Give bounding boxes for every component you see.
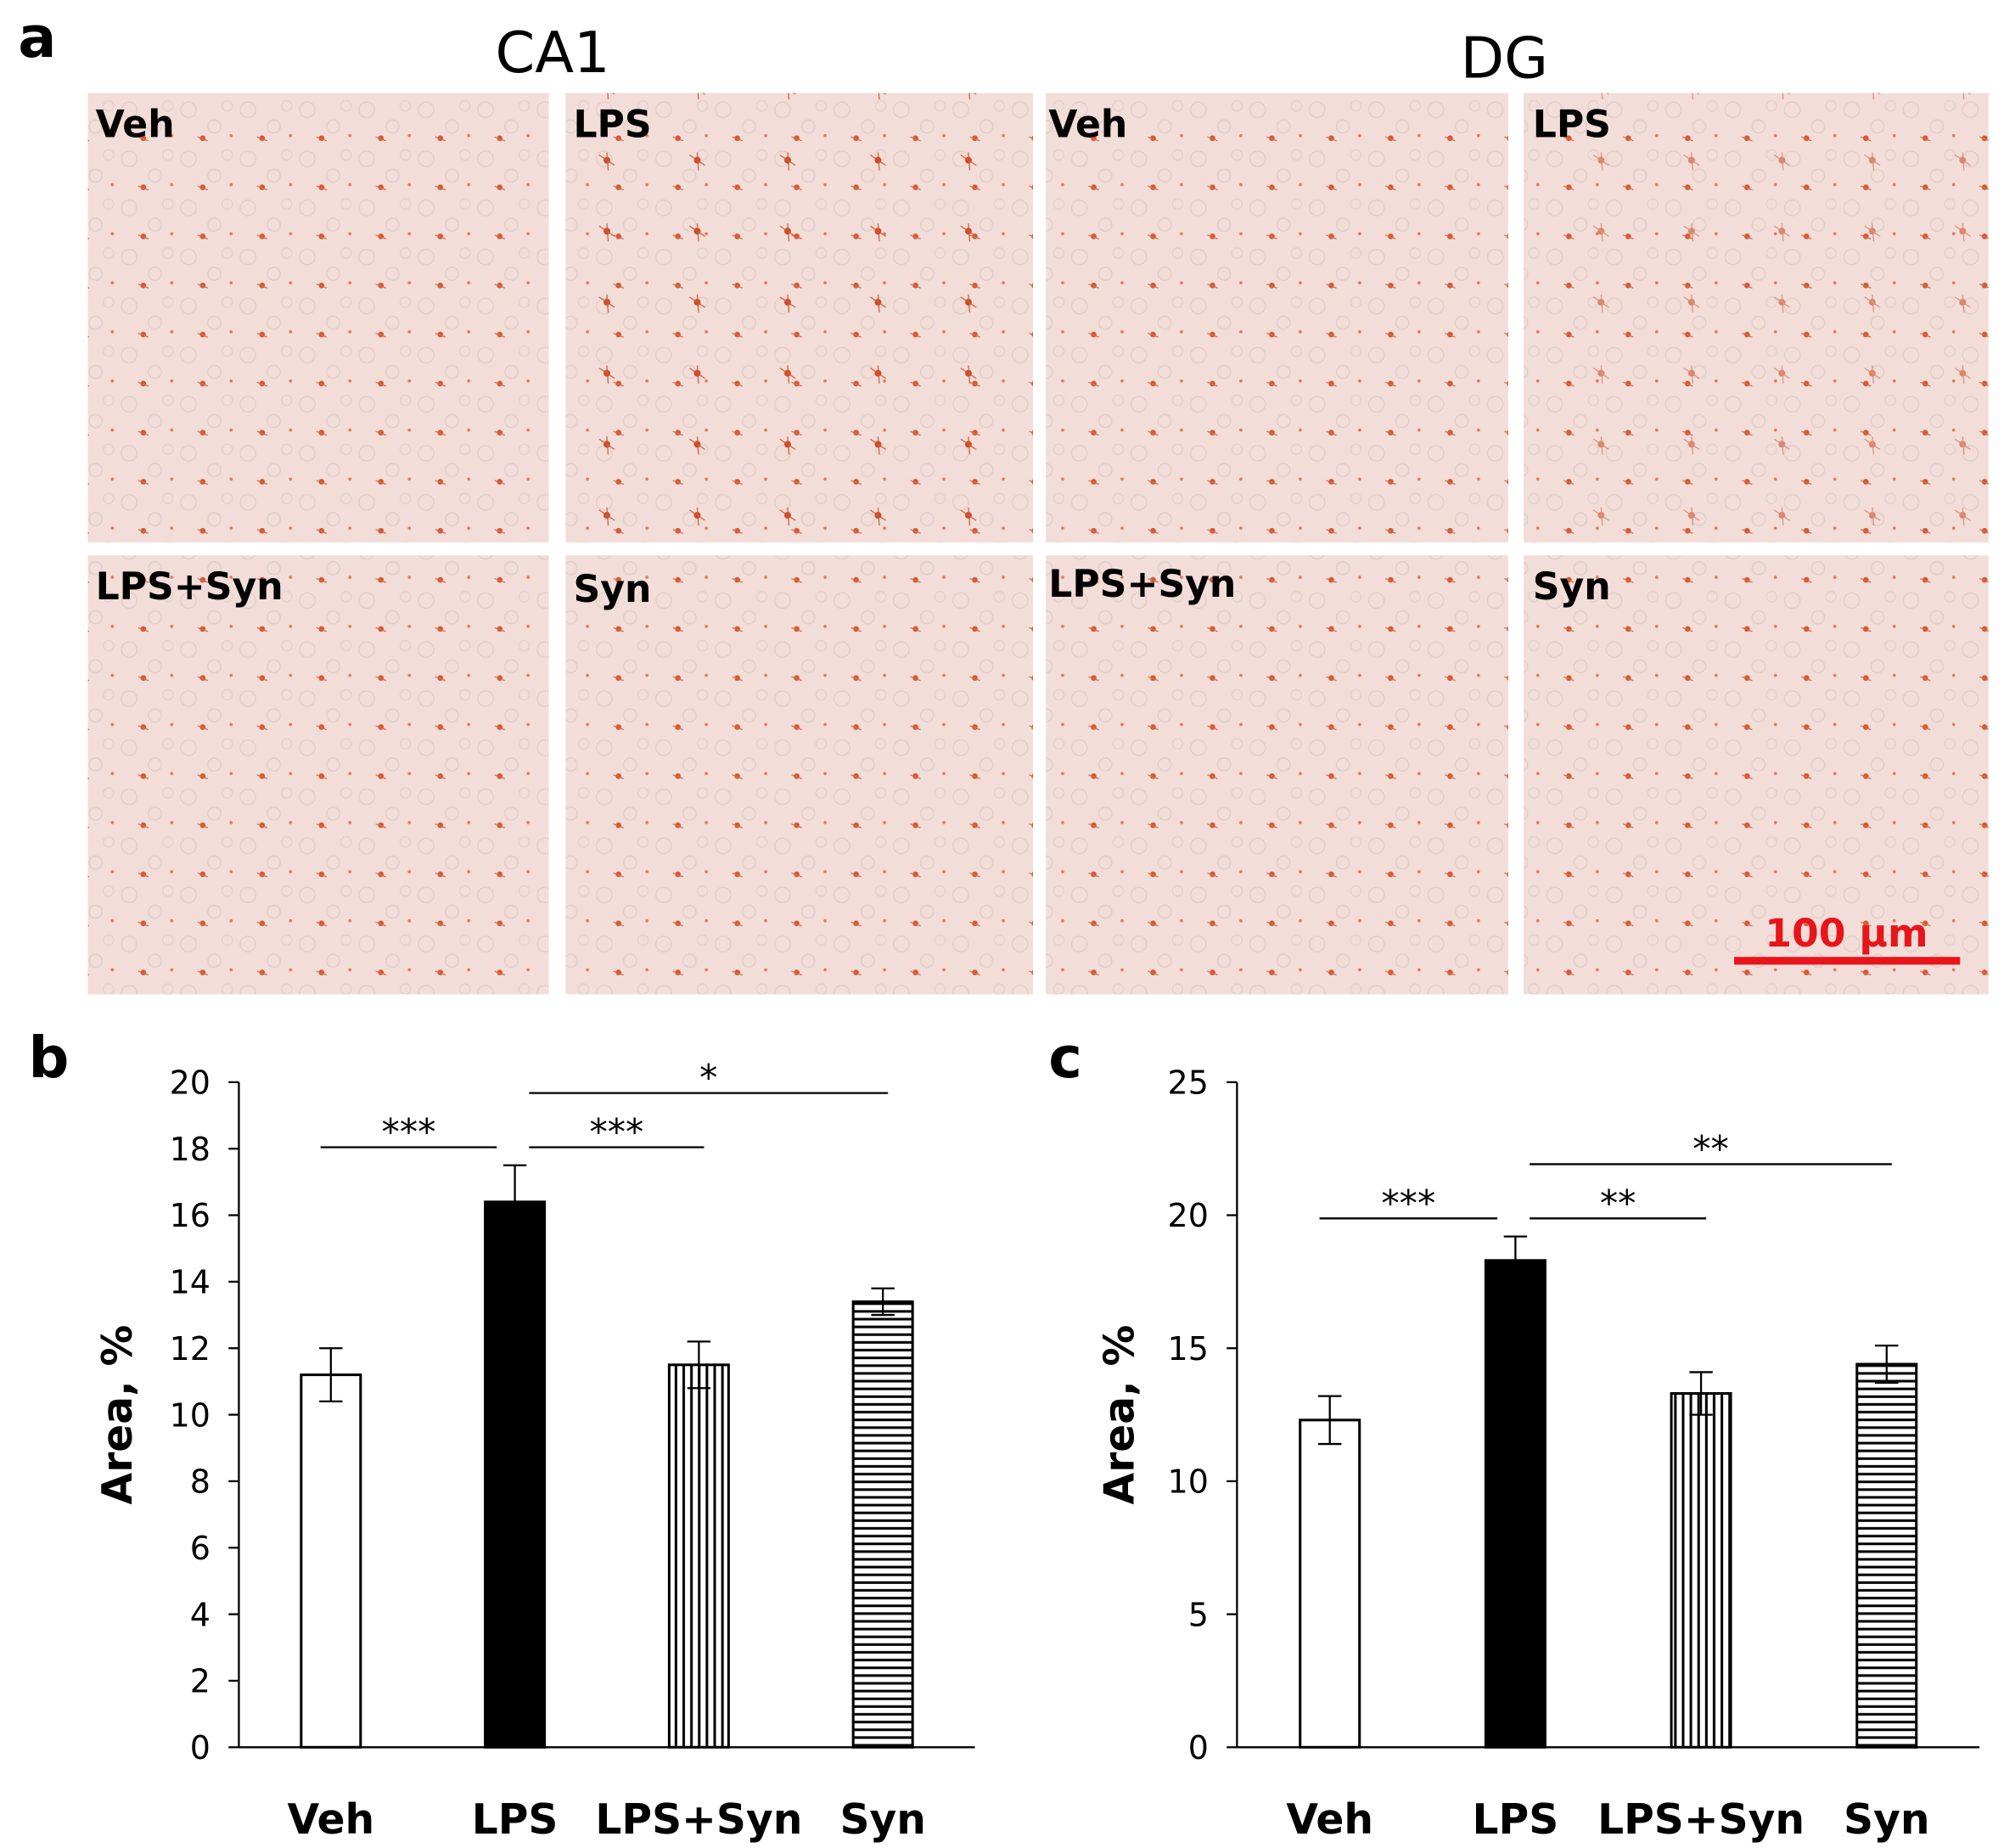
bar bbox=[1484, 1259, 1547, 1749]
error-bar bbox=[1689, 1371, 1713, 1416]
micrograph bbox=[1046, 93, 1508, 542]
y-tick-label: 12 bbox=[170, 1330, 211, 1368]
y-axis-label: Area, % bbox=[1097, 1325, 1144, 1505]
x-tick-label: LPS bbox=[472, 1796, 559, 1844]
error-bar bbox=[687, 1340, 711, 1390]
y-tick-label: 20 bbox=[170, 1064, 211, 1102]
error-bar bbox=[1318, 1395, 1342, 1446]
error-bar bbox=[502, 1164, 527, 1240]
micrograph bbox=[1524, 555, 1989, 995]
x-tick-label: LPS+Syn bbox=[1597, 1796, 1805, 1844]
image-label: Veh bbox=[1048, 103, 1127, 146]
x-tick-label: Veh bbox=[287, 1796, 374, 1844]
micrograph bbox=[87, 555, 549, 995]
error-bar bbox=[871, 1287, 895, 1317]
bar bbox=[1299, 1418, 1361, 1749]
bar bbox=[1855, 1362, 1918, 1749]
y-tick-label: 0 bbox=[1188, 1729, 1209, 1767]
bar bbox=[667, 1363, 730, 1749]
bar bbox=[851, 1300, 914, 1749]
y-tick-label: 20 bbox=[1168, 1197, 1209, 1234]
error-bar bbox=[319, 1347, 343, 1403]
y-tick-label: 25 bbox=[1168, 1064, 1209, 1102]
panel-label: c bbox=[1048, 1025, 1082, 1091]
y-tick-label: 16 bbox=[170, 1197, 211, 1234]
error-bar bbox=[1503, 1235, 1528, 1286]
x-tick-label: LPS+Syn bbox=[595, 1796, 802, 1844]
error-bar bbox=[1875, 1344, 1899, 1385]
image-label: Syn bbox=[573, 568, 651, 611]
y-tick-label: 15 bbox=[1168, 1330, 1209, 1368]
x-tick-label: Syn bbox=[1844, 1796, 1929, 1844]
micrograph bbox=[1046, 555, 1508, 995]
micrograph-overlay bbox=[1524, 93, 1989, 542]
micrograph-overlay bbox=[565, 93, 1034, 542]
bar bbox=[484, 1200, 547, 1749]
panel-label: a bbox=[18, 4, 56, 70]
x-tick-label: LPS bbox=[1473, 1796, 1559, 1844]
y-tick-label: 8 bbox=[190, 1463, 211, 1501]
y-tick-label: 10 bbox=[170, 1396, 211, 1434]
image-label: LPS+Syn bbox=[1048, 563, 1236, 606]
region-label: DG bbox=[1461, 25, 1548, 91]
significance-label: ** bbox=[1600, 1182, 1636, 1225]
y-tick-label: 4 bbox=[190, 1596, 211, 1633]
significance-label: *** bbox=[1381, 1182, 1435, 1225]
image-label: Veh bbox=[96, 103, 175, 146]
y-tick-label: 6 bbox=[190, 1530, 211, 1567]
y-tick-label: 10 bbox=[1168, 1463, 1209, 1501]
micrographs bbox=[87, 93, 1989, 995]
micrograph bbox=[565, 555, 1034, 995]
panel-label: b bbox=[28, 1025, 69, 1091]
y-tick-label: 0 bbox=[190, 1729, 211, 1767]
micrograph bbox=[87, 93, 549, 542]
y-tick-label: 2 bbox=[190, 1663, 211, 1700]
image-label: LPS bbox=[573, 103, 651, 146]
image-label: LPS bbox=[1533, 103, 1611, 146]
image-label: Syn bbox=[1533, 565, 1611, 609]
y-tick-label: 5 bbox=[1188, 1596, 1209, 1633]
region-label: CA1 bbox=[496, 20, 610, 86]
y-tick-label: 14 bbox=[170, 1264, 211, 1301]
image-label: LPS+Syn bbox=[96, 565, 283, 609]
y-axis-label: Area, % bbox=[94, 1325, 142, 1505]
significance-label: * bbox=[699, 1058, 717, 1100]
x-tick-label: Syn bbox=[839, 1796, 925, 1844]
x-tick-label: Veh bbox=[1286, 1796, 1373, 1844]
significance-label: ** bbox=[1692, 1128, 1729, 1171]
significance-label: *** bbox=[589, 1111, 643, 1154]
significance-label: *** bbox=[382, 1111, 436, 1154]
bar bbox=[300, 1373, 362, 1749]
scale-bar-label: 100 µm bbox=[1765, 911, 1928, 956]
bar bbox=[1670, 1391, 1732, 1749]
y-tick-label: 18 bbox=[170, 1131, 211, 1168]
